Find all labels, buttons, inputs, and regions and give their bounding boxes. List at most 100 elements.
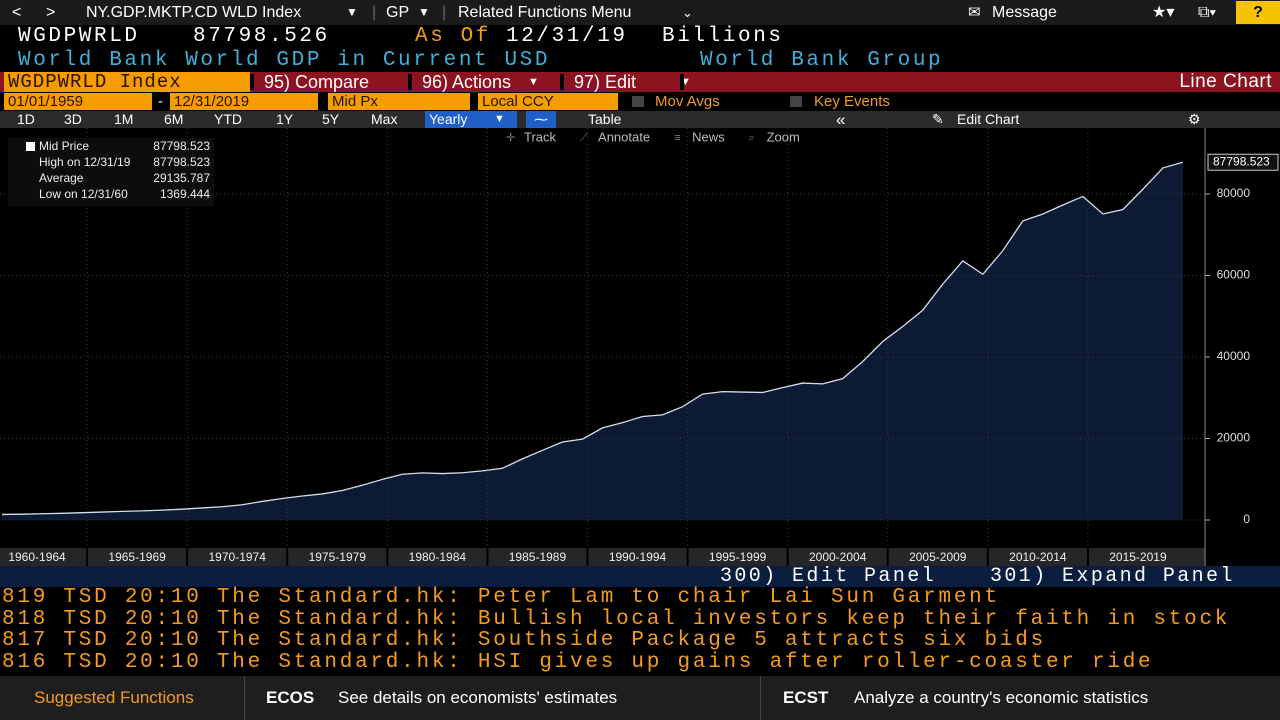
period[interactable]: 3D [64,111,82,127]
y-axis-band [1205,128,1280,566]
legend-value: 87798.523 [153,139,210,153]
chart: 0 20000 40000 60000 80000 1960-1964 1965-1969 1… [0,128,1280,566]
function-code[interactable]: ECST [783,688,829,707]
chart-type: Line Chart [1179,71,1272,92]
edit-panel[interactable]: 300) Edit Panel [720,565,937,588]
news-item[interactable]: 819 TSD 20:10 The Standard.hk: Peter Lam… [2,586,1000,609]
x-tick-label: 2005-2009 [909,550,967,564]
back[interactable]: < [12,4,22,21]
checkbox[interactable] [790,96,802,107]
legend-swatch [26,142,35,151]
menu-item[interactable]: 97) Edit [574,72,637,92]
caret: ▼ [528,76,539,88]
news-item[interactable]: 818 TSD 20:10 The Standard.hk: Bullish l… [2,607,1231,631]
settings-icon[interactable]: ⚙ [1188,111,1201,127]
menu-bar: WGDPWRLD Index Line Chart 95) Compare 96)… [0,72,1280,92]
as-of-label: As Of [415,25,492,48]
chart-tool[interactable]: Zoom [767,129,800,144]
ticker: WGDPWRLD [18,25,140,48]
forward[interactable]: > [46,4,56,21]
legend-name: Low on 12/31/60 [39,187,128,201]
caret: ▼ [680,76,691,88]
caret: ▼ [418,5,430,19]
mov-avgs[interactable]: Mov Avgs [655,93,720,110]
tool-icon: ✛ [506,132,515,144]
start-date[interactable]: 01/01/1959 [4,93,152,110]
currency[interactable]: Local CCY [478,93,618,110]
x-tick-label: 1975-1979 [309,550,367,564]
period[interactable]: Max [371,111,398,127]
description: World Bank World GDP in Current USD [18,49,551,72]
collapse[interactable]: « [836,110,846,129]
line [1,161,1184,516]
chart-icon[interactable]: ⁓ [526,111,556,128]
divider [560,74,564,90]
x-tick-label: 1960-1964 [8,550,66,564]
security[interactable]: NY.GDP.MKTP.CD WLD Index [86,4,302,21]
mail-icon: ✉ [968,4,981,21]
x-tick-label: 1985-1989 [509,550,567,564]
expand-panel[interactable]: 301) Expand Panel [990,565,1235,588]
x-tick-label: 1995-1999 [709,550,767,564]
y-tick-label: 60000 [1217,268,1251,282]
caret: ⌄ [682,5,693,20]
x-axis-band [0,548,1205,566]
chart-tool[interactable]: Track [524,129,557,144]
function[interactable]: GP [386,4,410,21]
window-icon[interactable]: ⧉▾ [1198,4,1217,21]
period[interactable]: 6M [164,111,184,127]
y-tick-label: 40000 [1217,349,1251,363]
panel-bar: 300) Edit Panel 301) Expand Panel [0,566,1280,587]
y-tick-label: 20000 [1217,431,1251,445]
tool-icon: ⌕ [749,132,755,144]
as-of-date: 12/31/19 [506,25,628,48]
suggested-functions[interactable]: Suggested Functions [34,688,194,707]
y-tick-label: 80000 [1217,186,1251,200]
related-menu[interactable]: Related Functions Menu [458,4,632,21]
divider [760,676,761,720]
y-tick-label: 0 [1243,512,1250,526]
field[interactable]: Mid Px [328,93,470,110]
help[interactable]: ? [1236,1,1280,24]
legend-name: Average [39,171,84,185]
last-price: 87798.526 [193,25,330,48]
x-tick-label: 1980-1984 [409,550,467,564]
area-fill [2,162,1183,521]
news-item[interactable]: 816 TSD 20:10 The Standard.hk: HSI gives… [2,650,1154,674]
caret: ▼ [346,5,358,19]
star-icon[interactable]: ★▾ [1152,4,1175,21]
divider [680,74,684,90]
news-item[interactable]: 817 TSD 20:10 The Standard.hk: Southside… [2,629,1046,652]
period[interactable]: YTD [214,111,242,127]
frequency[interactable]: Yearly [425,111,517,128]
divider: | [442,4,447,21]
message[interactable]: Message [992,4,1057,21]
chart-tool[interactable]: News [692,129,725,144]
x-tick-label: 2010-2014 [1009,550,1067,564]
last-value-label: 87798.523 [1213,154,1270,168]
last-value-tag [1207,153,1279,171]
legend-value: 1369.444 [160,187,210,201]
function-text[interactable]: Analyze a country's economic statistics [854,688,1149,707]
end-date[interactable]: 12/31/2019 [170,93,318,110]
function-text[interactable]: See details on economists' estimates [338,688,618,707]
footer: Suggested Functions ECOS See details on … [0,676,1280,720]
period[interactable]: 5Y [322,111,340,127]
edit-chart[interactable]: Edit Chart [957,111,1020,127]
key-events[interactable]: Key Events [814,93,890,110]
menu-item[interactable]: 95) Compare [264,72,370,92]
edit-chart-icon: ✎ [932,111,944,127]
chart-tool[interactable]: Annotate [598,129,650,144]
divider: | [372,4,377,21]
function-code[interactable]: ECOS [266,688,315,707]
period[interactable]: 1Y [276,111,294,127]
checkbox[interactable] [632,96,644,107]
index-field[interactable]: WGDPWRLD Index [4,72,250,92]
legend-box [8,138,214,206]
period[interactable]: 1D [17,111,35,127]
menu-item[interactable]: 96) Actions [422,72,512,92]
x-tick-label: 2015-2019 [1109,550,1167,564]
table[interactable]: Table [588,111,622,127]
period[interactable]: 1M [114,111,134,127]
